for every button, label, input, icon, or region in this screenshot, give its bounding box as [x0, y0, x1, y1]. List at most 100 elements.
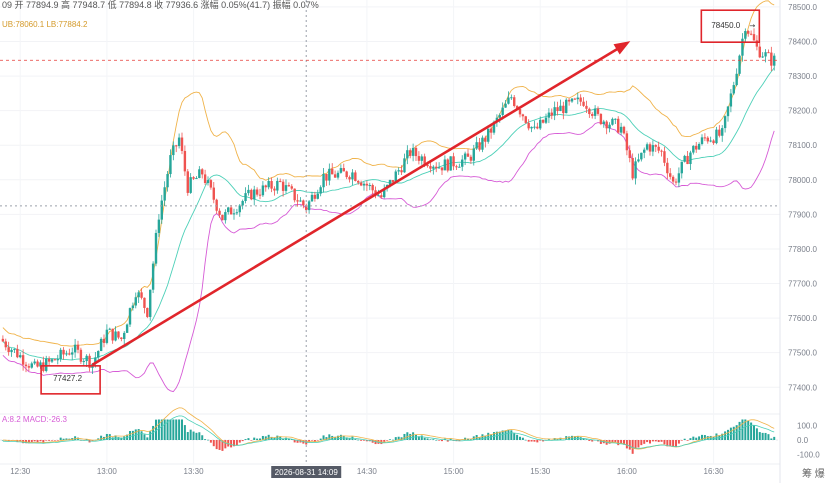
candle-body [611, 118, 614, 125]
candle-body [296, 200, 299, 202]
candle-body [437, 167, 441, 169]
candle-body [316, 193, 319, 199]
macd-tick-label: 0.0 [797, 436, 809, 445]
candle-body [455, 166, 458, 168]
macd-bar [677, 440, 680, 444]
macd-bar [753, 425, 755, 440]
candle-body [504, 103, 507, 108]
macd-bar [212, 440, 215, 447]
macd-bar [672, 440, 675, 447]
candle-body [105, 329, 109, 343]
candle-body [423, 156, 426, 165]
candle-body [449, 156, 452, 171]
macd-bar [33, 440, 36, 442]
candle-body [706, 137, 709, 142]
candle-body [111, 328, 114, 341]
macd-bar [308, 440, 311, 443]
candle-body [183, 150, 187, 172]
macd-bar [267, 434, 270, 440]
candle-body [524, 116, 527, 123]
candle-body [30, 363, 33, 368]
macd-bar [501, 430, 504, 440]
candle-body [128, 308, 132, 325]
macd-bar [337, 435, 339, 440]
macd-bar [744, 419, 747, 440]
x-tick-label: 15:00 [444, 467, 465, 476]
candle-body [579, 97, 582, 102]
macd-bar [406, 432, 409, 440]
macd-signal-line [2, 407, 775, 450]
candle-body [643, 149, 646, 153]
macd-bar [215, 440, 218, 450]
macd-bar [45, 440, 48, 441]
macd-bar [770, 438, 773, 440]
macd-bar [533, 440, 536, 442]
candle-body [357, 180, 360, 183]
candle-body [414, 147, 418, 157]
y-tick-label: 78500.0 [788, 3, 817, 12]
candle-body [166, 174, 169, 188]
macd-bar [290, 439, 293, 440]
crosshair-time-label: 2026-08-31 14:09 [275, 468, 339, 477]
candle-body [362, 183, 366, 186]
candle-body [761, 56, 764, 58]
macd-bar [383, 440, 386, 442]
macd-bar [432, 439, 435, 440]
candle-body [206, 180, 210, 183]
candle-body [16, 348, 19, 358]
candle-body [371, 185, 374, 191]
macd-bar [357, 439, 360, 441]
candle-body [409, 150, 412, 156]
candle-body [192, 177, 195, 179]
candle-body [622, 126, 626, 134]
macd-bar [253, 437, 256, 440]
candle-body [160, 200, 163, 220]
candle-body [539, 119, 542, 129]
macd-bar [62, 438, 65, 440]
macd-bar [686, 440, 689, 441]
candle-body [544, 117, 548, 123]
candle-body [417, 156, 421, 161]
macd-bar [391, 439, 394, 441]
macd-bar [108, 434, 111, 440]
candle-body [229, 207, 233, 215]
macd-bar [637, 440, 640, 448]
macd-bar [695, 437, 698, 440]
macd-bar [129, 431, 131, 440]
candle-body [712, 140, 715, 144]
macd-bar [48, 440, 51, 441]
macd-bar [542, 440, 545, 442]
candle-body [498, 114, 501, 118]
candle-body [686, 155, 689, 165]
candle-body [435, 166, 438, 169]
macd-bar [293, 440, 296, 443]
candle-body [27, 366, 31, 368]
candle-body [1, 338, 5, 342]
candle-body [553, 107, 556, 116]
candle-body [310, 194, 314, 202]
macd-bar [224, 440, 227, 449]
candle-body [466, 153, 470, 157]
macd-bar [623, 440, 625, 445]
macd-bar [767, 434, 770, 440]
macd-bar [530, 440, 533, 442]
candle-body [484, 137, 487, 142]
x-tick-label: 12:30 [10, 467, 31, 476]
candle-body [463, 153, 467, 160]
macd-bar [683, 438, 686, 440]
macd-bar [519, 436, 521, 440]
candle-body [21, 355, 25, 365]
macd-bar [163, 419, 166, 440]
macd-bar [325, 437, 328, 440]
candle-body [582, 101, 585, 106]
macd-bar [423, 437, 426, 440]
macd-bar [36, 440, 39, 443]
macd-bar [588, 440, 591, 441]
candle-body [634, 161, 637, 179]
macd-bar [270, 436, 273, 440]
macd-bar [348, 438, 351, 440]
candle-body [328, 168, 331, 181]
macd-bar [438, 440, 441, 441]
macd-bar [386, 440, 389, 441]
